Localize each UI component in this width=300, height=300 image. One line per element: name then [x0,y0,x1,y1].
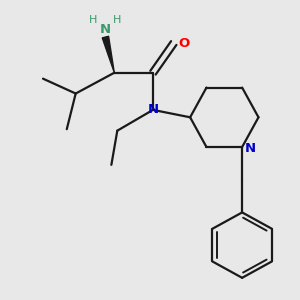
Text: N: N [245,142,256,155]
Text: O: O [178,37,190,50]
Text: H: H [112,15,121,25]
Polygon shape [102,36,114,73]
Text: H: H [89,15,97,25]
Text: N: N [147,103,158,116]
Text: N: N [100,22,111,36]
